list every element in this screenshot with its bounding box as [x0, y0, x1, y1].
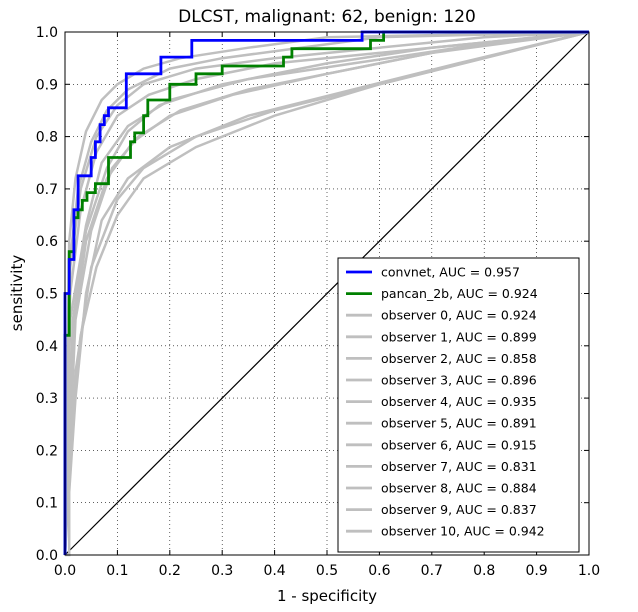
chance-diagonal-line: [64, 31, 590, 556]
x-tick-label: 0.4: [263, 563, 285, 579]
x-tick-label: 0.1: [106, 563, 128, 579]
x-tick-label: 0.6: [368, 563, 390, 579]
y-tick-label: 0.0: [36, 548, 58, 564]
legend-box: [337, 257, 580, 553]
legend-label-observer-4: observer 4, AUC = 0.935: [381, 394, 537, 409]
legend-label-observer-7: observer 7, AUC = 0.831: [381, 459, 537, 474]
x-tick-label: 1.0: [578, 563, 600, 579]
legend-label-observer-5: observer 5, AUC = 0.891: [381, 416, 537, 431]
legend: convnet, AUC = 0.957 pancan_2b, AUC = 0.9…: [337, 257, 580, 553]
legend-label-observer-8: observer 8, AUC = 0.884: [381, 481, 537, 496]
legend-label-observer-1: observer 1, AUC = 0.899: [381, 329, 537, 344]
x-tick-labels: 0.0 0.1 0.2 0.3 0.4 0.5 0.6 0.7 0.8 0.9 1.0: [54, 563, 600, 579]
x-tick-label: 0.9: [525, 563, 547, 579]
series-line-convnet: [63, 30, 589, 555]
series-group: [63, 30, 590, 557]
legend-label-observer-9: observer 9, AUC = 0.837: [381, 502, 537, 517]
x-tick-label: 0.8: [473, 563, 495, 579]
series-line-observer-2: [63, 30, 590, 556]
y-tick-label: 0.4: [36, 339, 58, 355]
series-line-observer-5: [63, 30, 590, 556]
legend-label-observer-3: observer 3, AUC = 0.896: [381, 373, 537, 388]
plot-frame: [64, 31, 590, 556]
y-tick-label: 0.1: [36, 496, 58, 512]
x-tick-label: 0.0: [54, 563, 76, 579]
y-tick-label: 0.3: [36, 391, 58, 407]
y-tick-label: 1.0: [36, 25, 58, 41]
legend-label-convnet: convnet, AUC = 0.957: [381, 265, 520, 280]
y-tick-label: 0.5: [36, 287, 58, 303]
legend-label-observer-2: observer 2, AUC = 0.858: [381, 351, 537, 366]
series-line-pancan-2b: [63, 30, 589, 555]
x-tick-label: 0.7: [421, 563, 443, 579]
y-tick-label: 0.9: [36, 77, 58, 93]
legend-label-observer-10: observer 10, AUC = 0.942: [381, 524, 545, 539]
x-axis-label: 1 - specificity: [277, 587, 377, 605]
chart-title: DLCST, malignant: 62, benign: 120: [178, 7, 476, 27]
legend-label-observer-0: observer 0, AUC = 0.924: [381, 308, 537, 323]
y-tick-label: 0.6: [36, 234, 58, 250]
y-tick-label: 0.7: [36, 182, 58, 198]
legend-label-observer-6: observer 6, AUC = 0.915: [381, 437, 537, 452]
legend-label-pancan-2b: pancan_2b, AUC = 0.924: [381, 286, 538, 301]
y-tick-labels: 0.0 0.1 0.2 0.3 0.4 0.5 0.6 0.7 0.8 0.9 1.0: [36, 25, 58, 564]
y-tick-label: 0.8: [36, 130, 58, 146]
series-line-observer-10: [63, 30, 590, 556]
x-tick-label: 0.2: [159, 563, 181, 579]
x-tick-label: 0.3: [211, 563, 233, 579]
y-tick-label: 0.2: [36, 443, 58, 459]
x-tick-label: 0.5: [316, 563, 338, 579]
y-axis-label: sensitivity: [8, 255, 26, 332]
